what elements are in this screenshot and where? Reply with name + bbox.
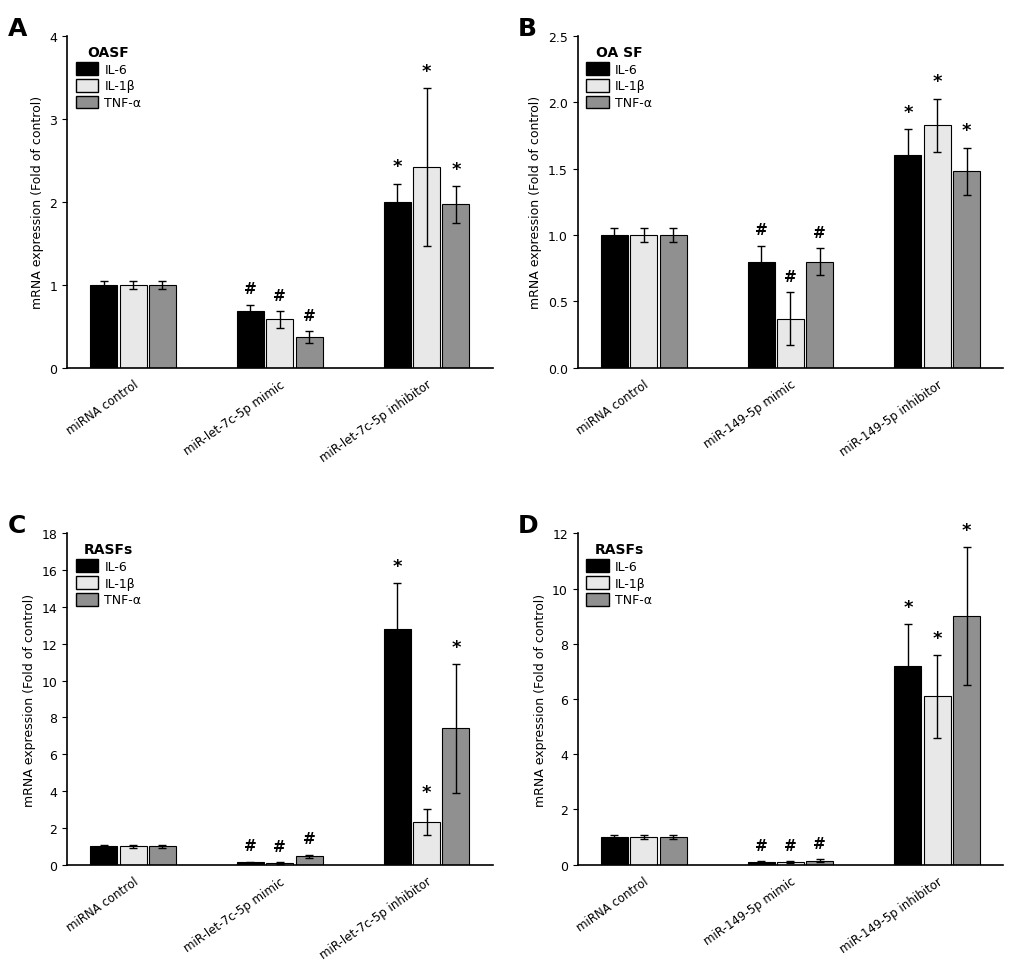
Bar [149, 846, 175, 865]
Text: D: D [518, 514, 538, 538]
Text: #: # [784, 838, 796, 853]
Bar [776, 319, 803, 368]
Y-axis label: mRNA expression (Fold of control): mRNA expression (Fold of control) [529, 96, 542, 309]
Bar [119, 846, 147, 865]
Bar [776, 862, 803, 865]
Bar [894, 156, 920, 368]
Bar [149, 286, 175, 368]
Text: #: # [813, 836, 825, 851]
Bar [747, 262, 773, 368]
Bar [296, 337, 322, 368]
Y-axis label: mRNA expression (Fold of control): mRNA expression (Fold of control) [31, 96, 44, 309]
Text: #: # [303, 308, 315, 324]
Bar [659, 236, 686, 368]
Y-axis label: mRNA expression (Fold of control): mRNA expression (Fold of control) [22, 593, 36, 806]
Bar [600, 236, 628, 368]
Bar [630, 236, 656, 368]
Text: *: * [422, 783, 431, 801]
Text: *: * [450, 160, 461, 179]
Bar [383, 202, 411, 368]
Text: B: B [518, 18, 537, 41]
Bar [894, 666, 920, 865]
Bar [296, 857, 322, 865]
Legend: IL-6, IL-1β, TNF-α: IL-6, IL-1β, TNF-α [73, 43, 144, 112]
Text: *: * [450, 638, 461, 656]
Bar [442, 729, 469, 865]
Text: *: * [392, 158, 401, 176]
Y-axis label: mRNA expression (Fold of control): mRNA expression (Fold of control) [533, 593, 546, 806]
Bar [442, 205, 469, 368]
Text: #: # [813, 226, 825, 241]
Legend: IL-6, IL-1β, TNF-α: IL-6, IL-1β, TNF-α [583, 540, 654, 609]
Text: #: # [244, 838, 257, 854]
Bar [90, 846, 117, 865]
Text: *: * [902, 599, 912, 616]
Text: #: # [754, 223, 766, 238]
Bar [923, 696, 950, 865]
Text: #: # [754, 838, 766, 853]
Bar [383, 630, 411, 865]
Bar [952, 616, 979, 865]
Text: *: * [392, 557, 401, 575]
Bar [119, 286, 147, 368]
Text: C: C [7, 514, 25, 538]
Text: #: # [303, 831, 315, 846]
Bar [923, 126, 950, 368]
Bar [600, 837, 628, 865]
Bar [413, 168, 439, 368]
Bar [952, 172, 979, 368]
Bar [236, 863, 264, 865]
Bar [806, 262, 833, 368]
Text: #: # [273, 839, 286, 854]
Text: *: * [961, 122, 970, 140]
Text: *: * [422, 63, 431, 81]
Legend: IL-6, IL-1β, TNF-α: IL-6, IL-1β, TNF-α [583, 43, 654, 112]
Bar [90, 286, 117, 368]
Text: #: # [784, 270, 796, 285]
Text: #: # [244, 282, 257, 297]
Bar [630, 837, 656, 865]
Bar [266, 863, 293, 865]
Legend: IL-6, IL-1β, TNF-α: IL-6, IL-1β, TNF-α [73, 540, 144, 609]
Text: #: # [273, 289, 286, 303]
Bar [266, 320, 293, 368]
Text: *: * [931, 629, 942, 646]
Text: *: * [931, 73, 942, 91]
Bar [659, 837, 686, 865]
Text: *: * [961, 521, 970, 539]
Text: A: A [7, 18, 26, 41]
Bar [413, 822, 439, 865]
Bar [236, 312, 264, 368]
Text: *: * [902, 104, 912, 121]
Bar [806, 861, 833, 865]
Bar [747, 862, 773, 865]
